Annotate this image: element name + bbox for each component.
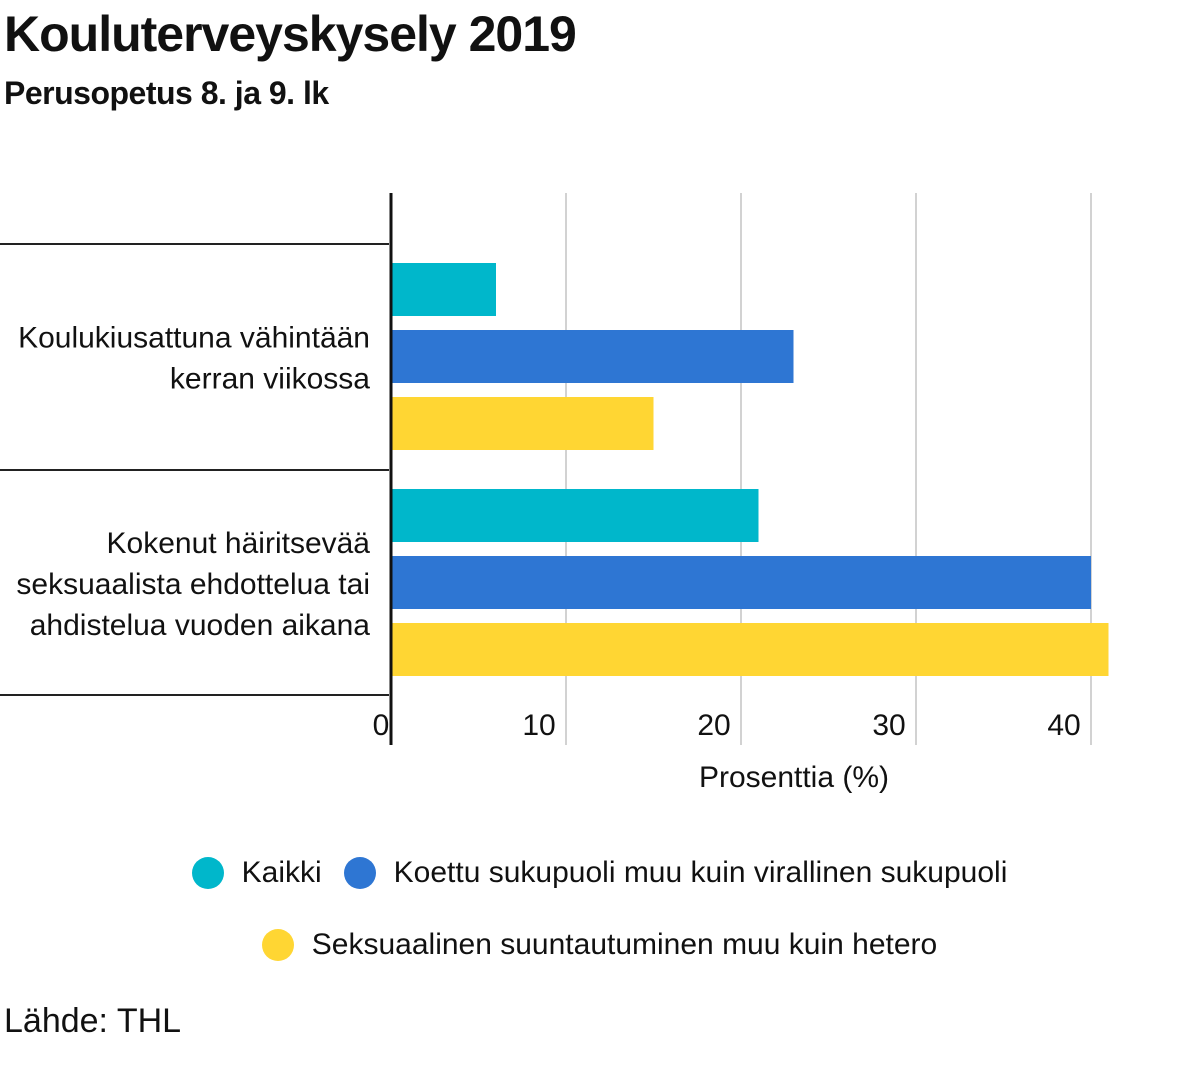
bar-koettu-sukupuoli-muu-kuin-virallinen-sukupuoli-category-1: [391, 330, 794, 383]
category-label-1: Koulukiusattuna vähintään kerran viikossa: [18, 322, 370, 396]
legend-swatch-seksuaalinen-suuntautuminen: [261, 929, 294, 961]
x-tick-label-30: 30: [872, 709, 905, 742]
legend-row-1: Kaikki Koettu sukupuoli muu kuin viralli…: [0, 856, 1199, 890]
x-tick-label-40: 40: [1047, 709, 1080, 742]
legend-swatch-koettu-sukupuoli: [343, 857, 376, 889]
source-note: Lähde: THL: [4, 1002, 182, 1040]
x-tick-label-10: 10: [522, 709, 555, 742]
bar-kaikki-category-2: [391, 489, 759, 542]
bar-kaikki-category-1: [391, 263, 496, 316]
bar-seksuaalinen-suuntautuminen-muu-kuin-hetero-category-1: [391, 397, 654, 450]
legend-item-koettu-sukupuoli: Koettu sukupuoli muu kuin virallinen suk…: [343, 856, 1008, 890]
legend-label-seksuaalinen-suuntautuminen: Seksuaalinen suuntautuminen muu kuin het…: [311, 928, 938, 961]
category-label-2: Kokenut häiritsevää seksuaalista ehdottel…: [16, 527, 370, 642]
legend-label-koettu-sukupuoli: Koettu sukupuoli muu kuin virallinen suk…: [393, 856, 1008, 889]
bar-chart: Koulukiusattuna vähintään kerran viikossa…: [0, 193, 1109, 794]
x-tick-label-0: 0: [373, 709, 390, 742]
bar-seksuaalinen-suuntautuminen-muu-kuin-hetero-category-2: [391, 623, 1109, 676]
legend-swatch-kaikki: [191, 857, 224, 889]
chart-title: Kouluterveyskysely 2019: [4, 6, 577, 62]
chart-subtitle: Perusopetus 8. ja 9. lk: [4, 75, 329, 111]
legend-item-seksuaalinen-suuntautuminen: Seksuaalinen suuntautuminen muu kuin het…: [261, 928, 938, 962]
bar-koettu-sukupuoli-muu-kuin-virallinen-sukupuoli-category-2: [391, 556, 1091, 609]
x-axis-label: Prosenttia (%): [699, 761, 889, 794]
x-tick-label-20: 20: [697, 709, 730, 742]
legend-label-kaikki: Kaikki: [241, 856, 322, 889]
legend-item-kaikki: Kaikki: [191, 856, 322, 890]
legend-row-2: Seksuaalinen suuntautuminen muu kuin het…: [0, 928, 1199, 962]
